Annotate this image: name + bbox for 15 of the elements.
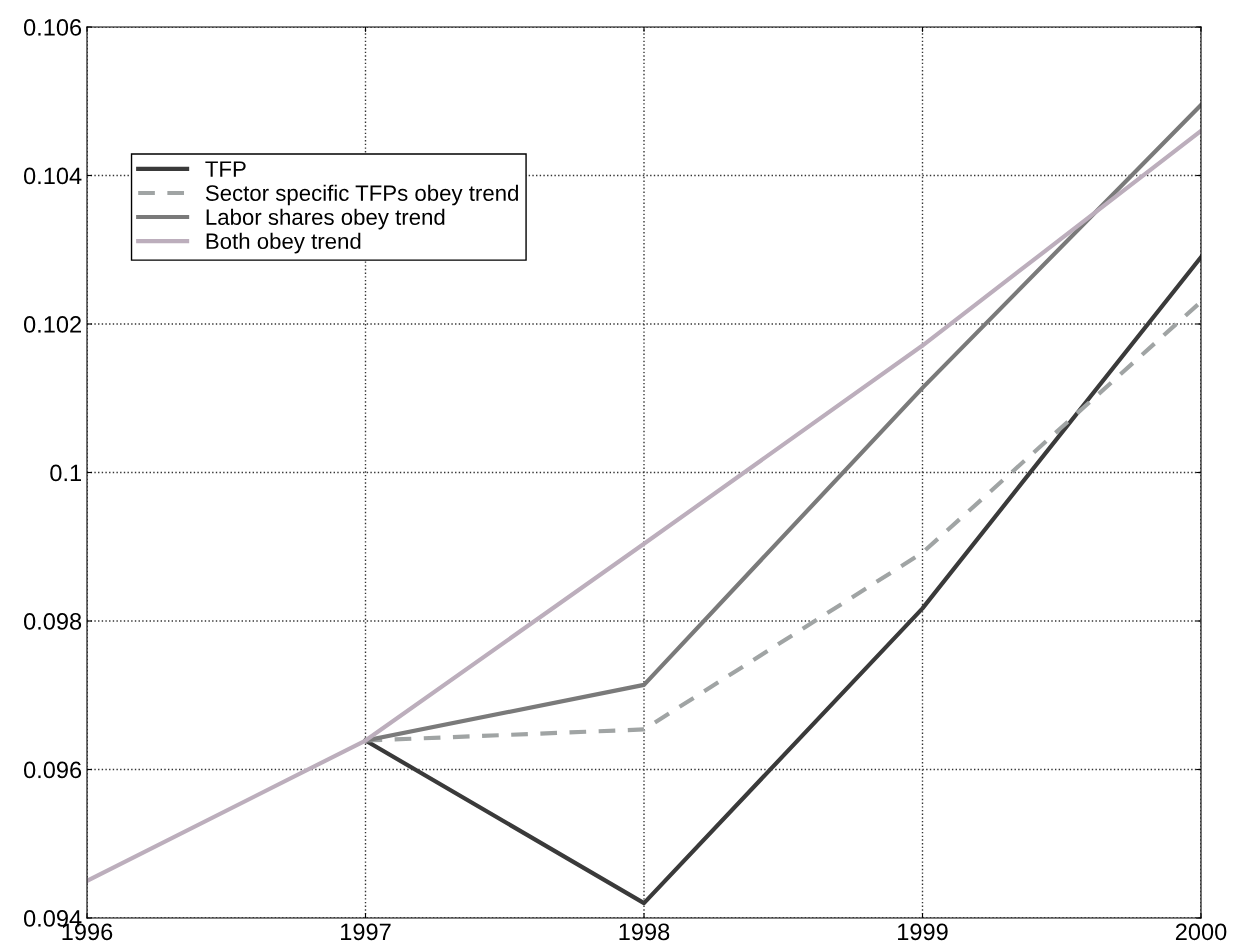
y-tick-label: 0.106 — [23, 19, 82, 36]
x-tick-label: 1997 — [341, 923, 391, 941]
y-tick-label: 0.102 — [23, 316, 81, 333]
y-tick-label: 0.1 — [50, 464, 81, 482]
y-tick-label: 0.098 — [23, 613, 82, 630]
line-series — [87, 128, 1201, 883]
legend-label: TFP — [205, 161, 246, 177]
x-tick-label: 2000 — [1175, 923, 1227, 941]
y-tick-label: 0.096 — [23, 761, 82, 779]
x-tick-label: 1998 — [619, 923, 670, 941]
x-tick-label: 1999 — [898, 923, 948, 941]
y-tick-label: 0.104 — [23, 167, 82, 185]
legend-label: Sector specific TFPs obey trend — [205, 184, 518, 206]
legend-label: Labor shares obey trend — [206, 208, 445, 230]
legend-label: Both obey trend — [206, 232, 361, 254]
